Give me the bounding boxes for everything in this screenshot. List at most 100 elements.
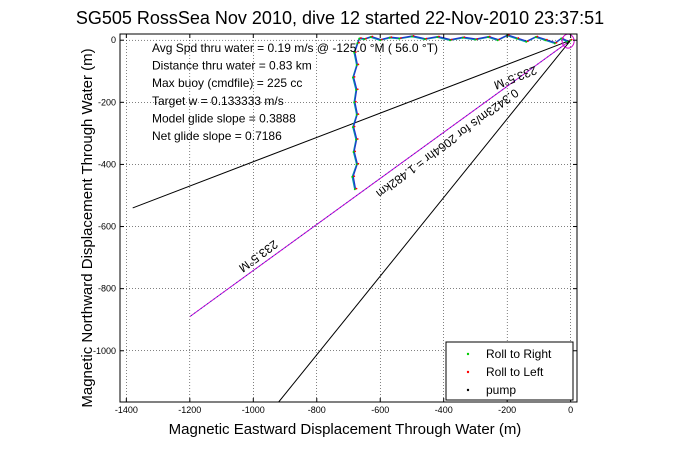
- roll-left-point: [357, 162, 360, 165]
- annotation-text: Max buoy (cmdfile) = 225 cc: [152, 76, 302, 90]
- legend-marker: [466, 352, 470, 356]
- roll-right-point: [515, 37, 518, 40]
- roll-left-point: [450, 38, 453, 41]
- roll-left-point: [570, 38, 573, 41]
- x-tick-label: -600: [371, 405, 389, 415]
- roll-right-point: [461, 36, 464, 39]
- roll-right-point: [355, 88, 358, 91]
- legend: Roll to Right Roll to Left pump: [445, 341, 574, 401]
- y-tick-label: -600: [98, 222, 116, 232]
- legend-label: Roll to Left: [486, 365, 544, 379]
- roll-left-point: [355, 187, 358, 190]
- roll-left-point: [354, 51, 357, 53]
- roll-left-point: [357, 63, 360, 66]
- x-tick-label: 0: [568, 405, 573, 415]
- roll-right-point: [496, 39, 499, 42]
- y-tick-label: -800: [98, 284, 116, 294]
- legend-label: Roll to Right: [486, 347, 552, 361]
- x-tick-label: -400: [435, 405, 453, 415]
- x-tick-label: -1000: [242, 405, 265, 415]
- x-tick-label: -200: [498, 405, 516, 415]
- x-tick-label: -1200: [178, 405, 201, 415]
- x-tick-label: -1400: [115, 405, 138, 415]
- roll-right-point: [388, 36, 391, 39]
- annotation-text: Model glide slope = 0.3888: [152, 111, 296, 125]
- roll-right-point: [355, 64, 358, 67]
- annotation-text: Avg Spd thru water = 0.19 m/s @ -125.0 °…: [152, 41, 438, 55]
- roll-right-point: [351, 76, 354, 79]
- roll-left-point: [517, 37, 520, 39]
- axes-box: [119, 33, 578, 403]
- legend-marker: [466, 388, 470, 392]
- roll-right-point: [398, 37, 401, 40]
- annotation-text: Distance thru water = 0.83 km: [152, 59, 312, 73]
- roll-left-point: [390, 36, 393, 39]
- roll-right-point: [369, 36, 372, 39]
- annotation-text: Target w = 0.133333 m/s: [152, 94, 284, 108]
- roll-right-point: [352, 151, 355, 154]
- roll-left-point: [356, 138, 359, 140]
- roll-left-point: [353, 125, 356, 128]
- y-axis-label: Magnetic Northward Displacement Through …: [79, 48, 96, 407]
- roll-right-point: [487, 36, 490, 39]
- roll-right-point: [566, 40, 569, 43]
- y-tick-label: -400: [98, 159, 116, 169]
- x-tick-label: -800: [308, 405, 326, 415]
- roll-left-point: [365, 37, 367, 40]
- course-line: [132, 39, 571, 209]
- roll-left-point: [463, 36, 466, 39]
- roll-left-point: [353, 175, 356, 178]
- y-tick-label: -1000: [93, 346, 116, 356]
- roll-right-point: [355, 113, 358, 116]
- x-axis-label: Magnetic Eastward Displacement Through W…: [169, 421, 522, 438]
- roll-right-point: [353, 101, 356, 104]
- roll-right-point: [353, 51, 356, 54]
- roll-left-point: [358, 41, 360, 44]
- roll-left-point: [354, 150, 357, 153]
- roll-left-point: [380, 38, 383, 41]
- roll-left-point: [545, 38, 548, 41]
- roll-right-point: [358, 37, 361, 40]
- projection-line-dots: [189, 39, 571, 318]
- roll-left-point: [476, 38, 478, 40]
- roll-left-point: [488, 35, 491, 38]
- roll-right-point: [544, 39, 547, 42]
- course-line: [278, 39, 572, 402]
- roll-left-point: [425, 37, 428, 40]
- roll-right-point: [525, 40, 528, 43]
- roll-right-point: [356, 42, 359, 45]
- roll-left-point: [371, 35, 374, 38]
- roll-right-point: [423, 38, 426, 41]
- roll-right-point: [534, 36, 537, 39]
- roll-left-point: [536, 35, 539, 38]
- dive-track-line-alt: [352, 34, 571, 189]
- roll-right-point: [351, 175, 354, 178]
- roll-left-point: [412, 34, 415, 37]
- roll-right-point: [553, 42, 556, 45]
- roll-left-point: [498, 38, 501, 41]
- roll-right-point: [560, 37, 563, 40]
- roll-left-point: [555, 41, 558, 44]
- chart-title: SG505 RossSea Nov 2010, dive 12 started …: [76, 8, 604, 28]
- pump-point: [566, 42, 569, 45]
- legend-label: pump: [486, 383, 516, 397]
- legend-marker: [466, 370, 470, 374]
- roll-right-point: [351, 126, 354, 129]
- roll-right-point: [436, 36, 439, 39]
- roll-left-point: [354, 100, 357, 103]
- roll-right-point: [353, 188, 356, 191]
- y-tick-label: -200: [98, 97, 116, 107]
- roll-left-point: [438, 35, 440, 38]
- roll-left-point: [526, 40, 529, 43]
- roll-right-point: [449, 39, 452, 42]
- roll-left-point: [360, 37, 362, 39]
- y-tick-label: 0: [111, 35, 116, 45]
- roll-right-point: [379, 39, 382, 42]
- pump-point: [568, 40, 571, 43]
- roll-right-point: [355, 138, 358, 141]
- annotation-text: Net glide slope = 0.7186: [152, 129, 282, 143]
- roll-right-point: [474, 38, 477, 41]
- roll-right-point: [410, 35, 413, 38]
- roll-left-point: [356, 88, 359, 91]
